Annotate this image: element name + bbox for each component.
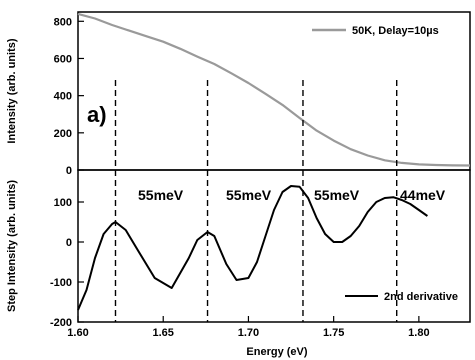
intensity-y-ticks: 0 200 400 600 800 [54, 16, 84, 177]
derivative-y-axis-label: Step Intensity (arb. units) [6, 180, 18, 312]
derivative-plot-frame [77, 169, 471, 323]
energy-x-tick-label: 1.75 [323, 327, 344, 339]
energy-x-tick-label: 1.65 [153, 327, 174, 339]
splitting-annotation-2: 55meV [226, 187, 272, 203]
intensity-legend-label: 50K, Delay=10µs [352, 25, 439, 37]
derivative-panel: -200 -100 0 100 1.60 1.65 1.70 1.75 1.80 Step In… [6, 169, 471, 358]
peak-marker-lines [114, 80, 398, 322]
derivative-y-tick-label: -200 [50, 317, 72, 329]
energy-x-axis-label: Energy (eV) [246, 346, 307, 358]
intensity-y-tick-label: 400 [54, 91, 72, 103]
derivative-y-tick-label: -100 [50, 277, 72, 289]
splitting-annotation-4: 44meV [400, 187, 446, 203]
energy-x-tick-label: 1.60 [67, 327, 88, 339]
intensity-y-tick-label: 800 [54, 16, 72, 28]
second-derivative-line [77, 185, 428, 311]
derivative-y-tick-label: 100 [54, 197, 72, 209]
intensity-series [77, 12, 471, 167]
derivative-legend-label: 2nd derivative [384, 291, 458, 303]
derivative-series [77, 185, 428, 311]
intensity-legend: 50K, Delay=10µs [312, 25, 439, 37]
splitting-annotation-1: 55meV [138, 187, 184, 203]
derivative-ticks: -200 -100 0 100 1.60 1.65 1.70 1.75 1.80 [50, 197, 430, 339]
intensity-y-tick-label: 0 [66, 165, 72, 177]
splitting-annotation-3: 55meV [314, 187, 360, 203]
derivative-y-tick-label: 0 [66, 237, 72, 249]
derivative-legend: 2nd derivative [345, 291, 458, 303]
intensity-y-tick-label: 600 [54, 53, 72, 65]
energy-x-tick-label: 1.80 [408, 327, 429, 339]
intensity-y-tick-label: 200 [54, 128, 72, 140]
intensity-y-axis-label: Intensity (arb. units) [6, 38, 18, 143]
panel-label: a) [87, 102, 107, 127]
energy-x-tick-label: 1.70 [238, 327, 259, 339]
intensity-spectrum-line [77, 12, 471, 167]
